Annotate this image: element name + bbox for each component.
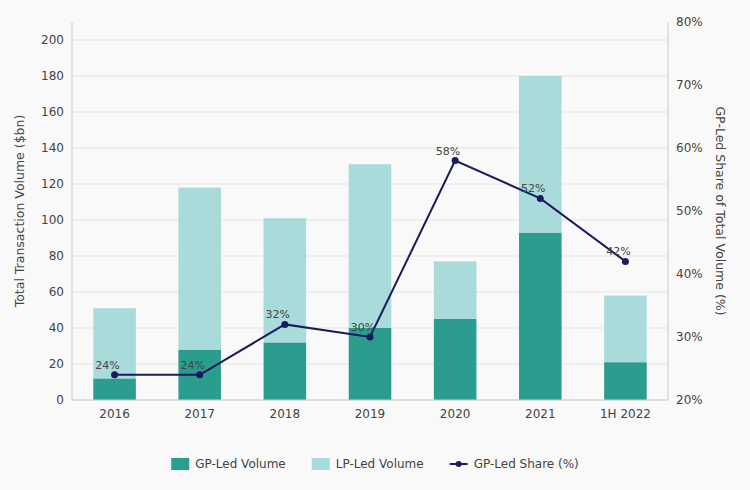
plot-marks <box>93 76 646 400</box>
x-axis-line <box>72 400 668 401</box>
legend-label: LP-Led Volume <box>336 457 424 471</box>
line-marker <box>196 371 203 378</box>
bar <box>519 233 562 400</box>
value-label: 24% <box>180 359 204 372</box>
grid-line <box>72 112 668 113</box>
y2-tick-label: 30% <box>676 330 703 344</box>
y-tick-label: 80 <box>49 249 64 263</box>
y-tick-label: 120 <box>41 177 64 191</box>
grid-line <box>72 400 668 401</box>
y2-axis-title: GP-Led Share of Total Volume (%) <box>713 106 728 315</box>
y2-tick-label: 50% <box>676 204 703 218</box>
y-tick-label: 140 <box>41 141 64 155</box>
bar <box>264 342 307 400</box>
legend-item: LP-Led Volume <box>312 457 424 471</box>
line <box>115 161 626 375</box>
y-tick-label: 0 <box>56 393 64 407</box>
bar <box>349 164 392 328</box>
bar <box>349 328 392 400</box>
legend-swatch-marker <box>456 461 462 467</box>
value-label: 42% <box>606 245 630 258</box>
y2-axis-line <box>668 22 669 400</box>
y-tick-label: 200 <box>41 33 64 47</box>
chart: 0 20 40 60 80 100 120 140 160 180 200 20% 30% 40% 50% 6… <box>0 0 750 490</box>
grid-line <box>72 148 668 149</box>
legend: GP-Led Volume LP-Led Volume GP-Led Share (… <box>171 457 579 471</box>
y-tick-label: 180 <box>41 69 64 83</box>
x-tick-label: 2017 <box>184 407 215 421</box>
y2-tick-label: 70% <box>676 78 703 92</box>
y-tick-label: 60 <box>49 285 64 299</box>
bar <box>434 261 477 319</box>
x-tick-label: 2018 <box>270 407 301 421</box>
x-tick-label: 2020 <box>440 407 471 421</box>
legend-swatch <box>171 458 189 470</box>
line-marker <box>281 321 288 328</box>
bar <box>434 319 477 400</box>
bar <box>604 296 647 363</box>
y2-tick-label: 40% <box>676 267 703 281</box>
y-tick-label: 100 <box>41 213 64 227</box>
legend-label: GP-Led Share (%) <box>474 457 579 471</box>
bar <box>604 362 647 400</box>
y2-tick-label: 80% <box>676 15 703 29</box>
line-marker <box>622 258 629 265</box>
y2-tick-label: 20% <box>676 393 703 407</box>
legend-item: GP-Led Volume <box>171 457 286 471</box>
y-axis-line <box>72 22 73 400</box>
x-tick-label: 2021 <box>525 407 556 421</box>
y-tick-label: 160 <box>41 105 64 119</box>
bar <box>178 188 221 350</box>
y-tick-label: 20 <box>49 357 64 371</box>
x-tick-label: 1H 2022 <box>600 407 651 421</box>
y-axis-title: Total Transaction Volume ($bn) <box>12 115 27 309</box>
bar <box>93 378 136 400</box>
y2-tick-label: 60% <box>676 141 703 155</box>
value-label: 52% <box>521 182 545 195</box>
value-label: 32% <box>266 308 290 321</box>
line-marker <box>111 371 118 378</box>
legend-label: GP-Led Volume <box>195 457 286 471</box>
x-tick-label: 2016 <box>99 407 130 421</box>
grid-line <box>72 76 668 77</box>
line-marker <box>537 195 544 202</box>
x-tick-label: 2019 <box>355 407 386 421</box>
value-labels: 24% 24% 32% 30% 58% 52% 42% <box>95 145 630 372</box>
line-marker <box>367 334 374 341</box>
y-tick-label: 40 <box>49 321 64 335</box>
legend-swatch <box>312 458 330 470</box>
grid-line <box>72 40 668 41</box>
value-label: 30% <box>351 321 375 334</box>
value-label: 58% <box>436 145 460 158</box>
background <box>0 0 750 490</box>
value-label: 24% <box>95 359 119 372</box>
bar <box>93 308 136 378</box>
legend-item: GP-Led Share (%) <box>450 457 579 471</box>
line-marker <box>452 157 459 164</box>
grid <box>72 40 668 400</box>
bar <box>264 218 307 342</box>
